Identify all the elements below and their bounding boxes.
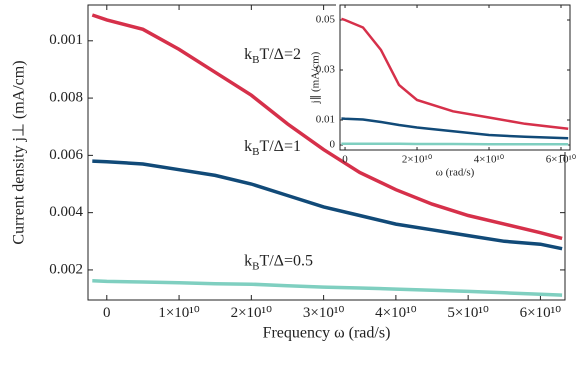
x-tick-label: 4×10¹⁰ [474,153,505,165]
data-line [92,159,563,251]
x-tick-label: 5×10¹⁰ [447,305,488,321]
curve-label-part: k [244,46,252,63]
x-tick-label: 6×10¹⁰ [546,153,577,165]
x-tick-label: 0 [342,153,348,165]
x-tick-label: 4×10¹⁰ [375,305,416,321]
y-tick-label: 0 [330,139,336,151]
curve-label-part: T/Δ=1 [259,137,301,154]
data-line [341,17,569,131]
x-tick-label: 0 [103,305,111,321]
x-axis-title: Frequency ω (rad/s) [263,324,391,341]
x-tick-label: 1×10¹⁰ [158,305,199,321]
curve-label-part: T/Δ=2 [259,46,301,63]
y-tick-label: 0.002 [49,261,83,277]
curve-label-part: k [244,137,252,154]
curve-label-part: k [244,252,252,269]
x-tick-label: 6×10¹⁰ [520,305,561,321]
data-line [91,13,563,241]
y-tick-label: 0.004 [49,204,83,220]
curve-label: kBT/Δ=2 [244,46,301,66]
y-axis-title: j∥ (mA/cm) [310,51,322,104]
data-line [341,142,569,146]
x-tick-label: 2×10¹⁰ [231,305,272,321]
curve-label: kBT/Δ=1 [244,137,301,157]
curve-label-part: B [252,54,259,66]
y-tick-label: 0.05 [316,14,336,26]
curve-label-part: T/Δ=0.5 [259,252,313,269]
y-tick-label: 0.03 [316,64,336,76]
y-tick-label: 0.01 [316,114,335,126]
curve-label: kBT/Δ=0.5 [244,252,313,272]
data-line [341,117,569,140]
x-axis-title: ω (rad/s) [436,167,475,179]
curve-label-part: B [252,260,259,272]
x-tick-label: 3×10¹⁰ [303,305,344,321]
y-tick-label: 0.006 [49,147,83,163]
y-axis-title: Current density j⊥ (mA/cm) [11,60,28,244]
inset-background [336,3,572,152]
x-tick-label: 2×10¹⁰ [402,153,433,165]
data-line [92,279,563,297]
curve-label-part: B [252,145,259,157]
plot-frame [339,4,571,151]
y-tick-label: 0.008 [49,90,83,106]
y-tick-label: 0.001 [49,32,83,48]
plot-frame [87,4,566,301]
